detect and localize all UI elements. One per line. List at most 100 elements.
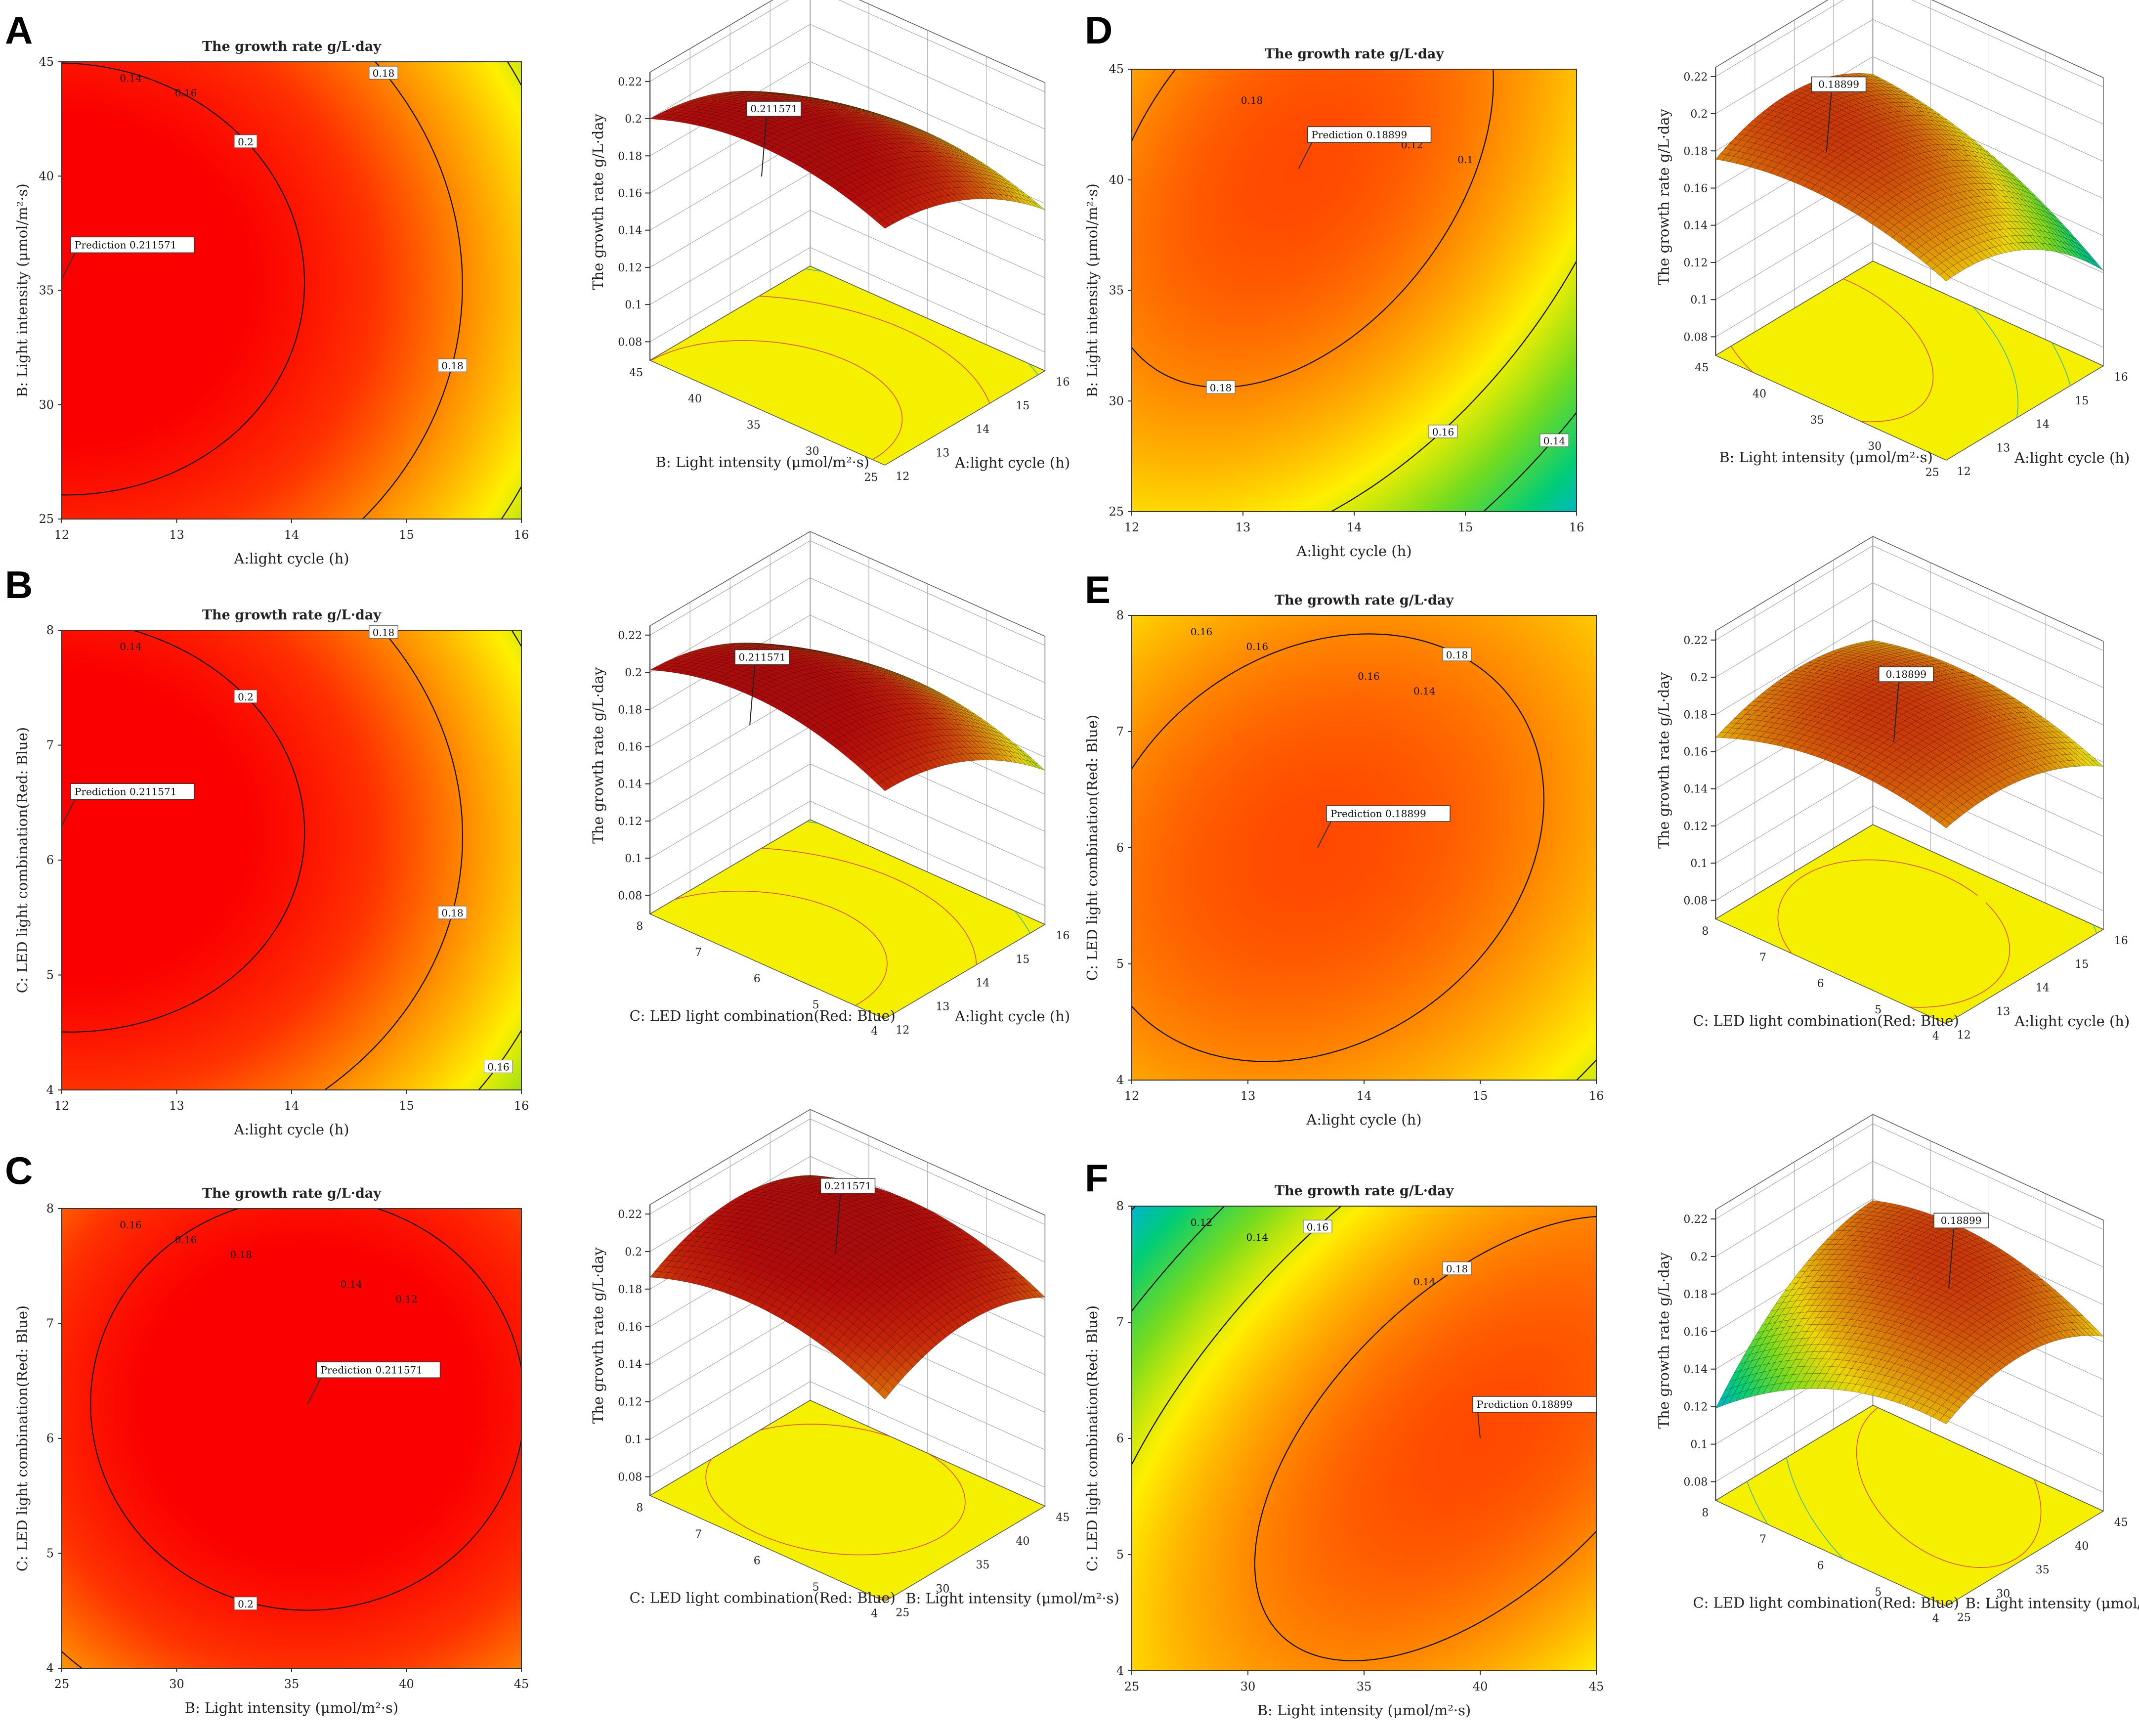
surface-cell: [730, 91, 742, 92]
contour-label: 0.18: [441, 907, 464, 919]
heatmap-B: [62, 630, 521, 1090]
x-tick-label-3d: 14: [976, 977, 989, 990]
surface-cell: [899, 184, 912, 192]
x-tick-label: 25: [54, 1677, 70, 1691]
x-axis-title-3d: A:light cycle (h): [954, 1008, 1070, 1025]
surface-cell: [729, 645, 742, 648]
z-tick-label: 0.14: [618, 779, 642, 791]
contour-label: 0.2: [238, 136, 254, 148]
z-tick-label: 0.2: [625, 1246, 642, 1259]
y-tick-label: 7: [46, 738, 54, 752]
surface-cell: [834, 164, 847, 171]
prediction-label: Prediction 0.211571: [75, 239, 176, 251]
x-tick-label: 16: [514, 1099, 529, 1113]
surface-cell: [682, 107, 695, 111]
z-tick-label: 0.12: [618, 1396, 642, 1409]
panel-letter-C: C: [5, 1149, 33, 1192]
z-axis-title: The growth rate g/L·day: [590, 113, 606, 290]
x-tick-label: 12: [1124, 521, 1140, 534]
x-axis-title-3d: A:light cycle (h): [954, 454, 1070, 471]
y-tick-label: 25: [39, 512, 54, 526]
surface-cell: [851, 660, 862, 665]
y-tick-label: 8: [46, 1202, 54, 1215]
x-tick-label-3d: 16: [1056, 930, 1070, 942]
y-tick-label-3d: 4: [871, 1025, 878, 1038]
prediction-pointer: [61, 251, 76, 279]
surface-cell: [737, 91, 749, 93]
contour-title: The growth rate g/L·day: [202, 608, 382, 623]
x-tick-label-3d: 35: [976, 1559, 989, 1571]
y-tick-label: 5: [46, 1547, 54, 1561]
prediction-value: 0.211571: [376, 1364, 423, 1376]
prediction-box: [70, 236, 195, 254]
contour-line-A: [61, 62, 305, 496]
z-tick-label: 0.1: [625, 299, 642, 311]
x-tick-label: 16: [514, 528, 529, 542]
z-tick-label: 0.2: [625, 113, 642, 126]
y-tick-label-3d: 35: [747, 419, 761, 432]
surface-cell: [780, 153, 794, 161]
contour-label: 0.18: [1241, 94, 1263, 106]
surface-floor: [649, 265, 1046, 466]
surface-cell: [758, 646, 770, 648]
x-axis-title-3d: B: Light intensity (μmol/m²·s): [905, 1590, 1119, 1607]
contour-label-box: [234, 690, 257, 703]
contour-label: 0.14: [341, 1278, 363, 1290]
contour-label: 0.14: [120, 72, 142, 84]
prediction-value: 0.18899: [1366, 129, 1407, 140]
floor-contour: [759, 296, 990, 404]
surface-cell: [797, 649, 809, 651]
contour-label: 0.2: [238, 1598, 254, 1610]
y-tick-label-3d: 40: [688, 393, 702, 405]
x-axis-title: A:light cycle (h): [233, 1121, 349, 1138]
surface-cell: [795, 647, 807, 649]
x-tick-label-3d: 15: [1016, 954, 1029, 966]
surface-cell: [736, 646, 749, 649]
prediction-label: Prediction 0.211571: [321, 1364, 423, 1376]
z-tick-label: 0.22: [618, 1209, 642, 1221]
heatmap-C: [62, 1209, 521, 1668]
peak-label: 0.211571: [824, 1180, 871, 1192]
surface-cell: [837, 654, 849, 658]
z-tick-label: 0.1: [625, 1434, 642, 1446]
surface-cell: [1014, 197, 1027, 205]
surface-cell: [876, 670, 888, 674]
y-tick-label: 40: [1109, 173, 1124, 187]
contour-label-box: [369, 66, 398, 80]
surface-cell: [746, 91, 758, 92]
prediction-value: 0.211571: [129, 785, 176, 797]
panel-letter-D: D: [1085, 8, 1112, 52]
prediction-value: 0.211571: [129, 239, 176, 251]
contour-line-A: [362, 61, 463, 520]
y-tick-label: 30: [39, 398, 54, 412]
y-axis-title-3d: C: LED light combination(Red: Blue): [630, 1007, 896, 1024]
surface-cell: [755, 644, 768, 647]
contour-label: 0.16: [175, 1234, 197, 1246]
floor-contour: [805, 268, 1038, 375]
contour-label: 0.16: [175, 87, 197, 99]
surface-cell: [1033, 202, 1045, 211]
z-tick-label: 0.18: [618, 1284, 642, 1296]
z-tick-label: 0.16: [618, 1321, 642, 1334]
contour-title: The growth rate g/L·day: [1265, 46, 1444, 62]
surface-cell: [820, 651, 833, 654]
panel-letter-A: A: [5, 8, 33, 52]
surface-cell: [879, 666, 891, 671]
z-tick-label: 0.22: [618, 76, 642, 88]
y-tick-label-3d: 25: [864, 472, 878, 484]
z-tick-label: 0.14: [618, 1359, 642, 1371]
floor-contour: [762, 848, 977, 965]
contour-title: The growth rate g/L·day: [202, 39, 382, 54]
contour-label-box: [234, 134, 257, 148]
contour-label: 0.18: [373, 627, 395, 639]
z-tick-label: 0.2: [625, 667, 642, 679]
x-tick-label: 15: [1458, 521, 1473, 534]
y-tick-label: 35: [39, 284, 54, 298]
prediction-box: [70, 783, 195, 800]
surface-cell: [807, 115, 820, 119]
contour-line-A: [501, 61, 522, 520]
surface-cell: [735, 106, 749, 110]
floor-contour: [807, 821, 1030, 934]
prediction-pointer: [61, 798, 76, 826]
